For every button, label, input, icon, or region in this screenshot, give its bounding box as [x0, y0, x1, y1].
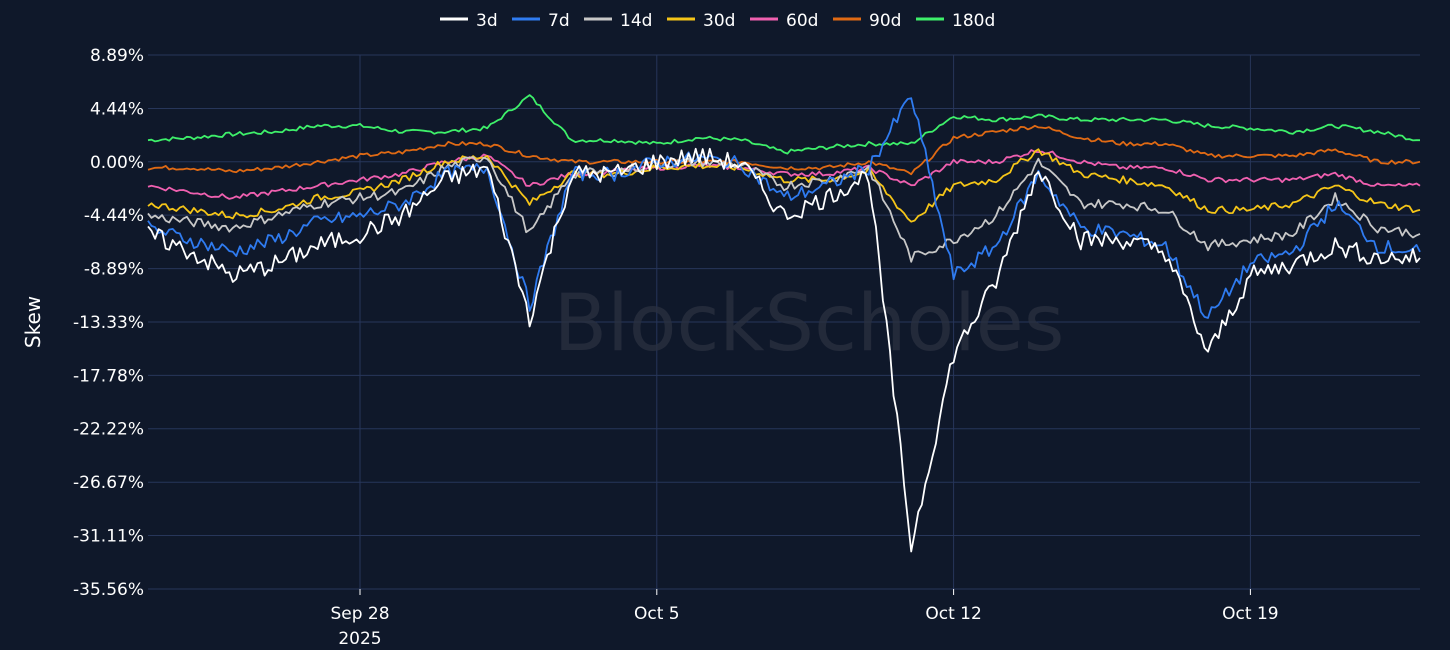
legend-item-60d[interactable]: 60d [750, 11, 818, 31]
x-tick-label: Oct 5 [634, 604, 680, 624]
x-tick-label: Sep 28 [330, 604, 389, 624]
y-tick-label: -35.56% [73, 580, 144, 600]
legend-item-180d[interactable]: 180d [916, 11, 995, 31]
series-line-7d [147, 97, 1421, 319]
x-tick-sublabel: 2025 [338, 629, 381, 649]
y-tick-label: 8.89% [90, 46, 144, 66]
series-line-3d [147, 147, 1421, 553]
watermark-logo: BlockScholes [554, 279, 1065, 369]
legend-label: 60d [786, 11, 818, 31]
legend-item-14d[interactable]: 14d [584, 11, 652, 31]
legend-item-3d[interactable]: 3d [440, 11, 498, 31]
series-line-30d [147, 148, 1421, 223]
x-axis-ticks: Sep 28 2025 Oct 5 Oct 12 Oct 19 [330, 589, 1279, 649]
legend-label: 90d [869, 11, 901, 31]
legend-label: 30d [703, 11, 735, 31]
y-tick-label: -31.11% [73, 527, 144, 547]
series-line-180d [147, 94, 1420, 155]
series-line-90d [147, 124, 1421, 176]
legend-label: 180d [952, 11, 995, 31]
legend-item-90d[interactable]: 90d [833, 11, 901, 31]
y-tick-label: 4.44% [90, 99, 144, 119]
y-tick-label: -22.22% [73, 420, 144, 440]
legend-item-7d[interactable]: 7d [512, 11, 570, 31]
y-tick-label: -4.44% [84, 206, 144, 226]
legend-label: 3d [476, 11, 498, 31]
legend-item-30d[interactable]: 30d [667, 11, 735, 31]
y-tick-label: -26.67% [73, 473, 144, 493]
series-layer [147, 94, 1421, 553]
x-tick-label: Oct 19 [1222, 604, 1278, 624]
y-axis-label: Skew [21, 296, 45, 348]
y-tick-label: 0.00% [90, 153, 144, 173]
y-tick-label: -8.89% [84, 260, 144, 280]
x-tick-label: Oct 12 [925, 604, 981, 624]
y-tick-label: -17.78% [73, 366, 144, 386]
y-tick-label: -13.33% [73, 313, 144, 333]
legend-label: 7d [548, 11, 570, 31]
legend: 3d 7d 14d 30d 60d 90d 180d [440, 11, 995, 31]
y-axis-ticks: 8.89% 4.44% 0.00% -4.44% -8.89% -13.33% -17.78… [73, 46, 144, 600]
series-line-60d [147, 149, 1421, 200]
series-line-14d [147, 156, 1421, 263]
legend-label: 14d [620, 11, 652, 31]
